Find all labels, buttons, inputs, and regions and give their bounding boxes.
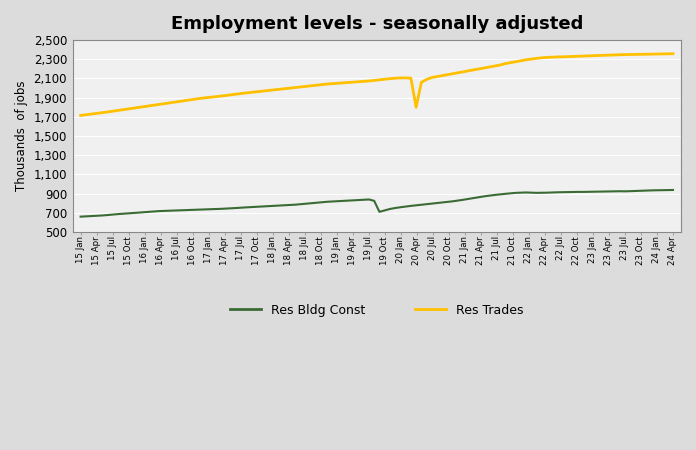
Res Trades <box>528 56 536 62</box>
Res Trades <box>459 69 468 74</box>
Res Bldg Const <box>459 197 468 202</box>
Res Trades <box>145 103 153 108</box>
Res Bldg Const <box>669 187 677 193</box>
Title: Employment levels - seasonally adjusted: Employment levels - seasonally adjusted <box>171 15 583 33</box>
Res Bldg Const <box>145 209 153 215</box>
Res Bldg Const <box>239 205 247 210</box>
Res Bldg Const <box>528 190 536 195</box>
Res Bldg Const <box>307 201 315 206</box>
Res Trades <box>307 83 315 89</box>
Y-axis label: Thousands  of jobs: Thousands of jobs <box>15 81 28 191</box>
Res Trades <box>244 90 253 95</box>
Res Bldg Const <box>244 205 253 210</box>
Line: Res Bldg Const: Res Bldg Const <box>81 190 673 216</box>
Res Trades <box>239 90 247 96</box>
Res Trades <box>669 51 677 56</box>
Res Trades <box>77 113 85 118</box>
Legend: Res Bldg Const, Res Trades: Res Bldg Const, Res Trades <box>225 299 529 322</box>
Res Bldg Const <box>77 214 85 219</box>
Line: Res Trades: Res Trades <box>81 54 673 116</box>
